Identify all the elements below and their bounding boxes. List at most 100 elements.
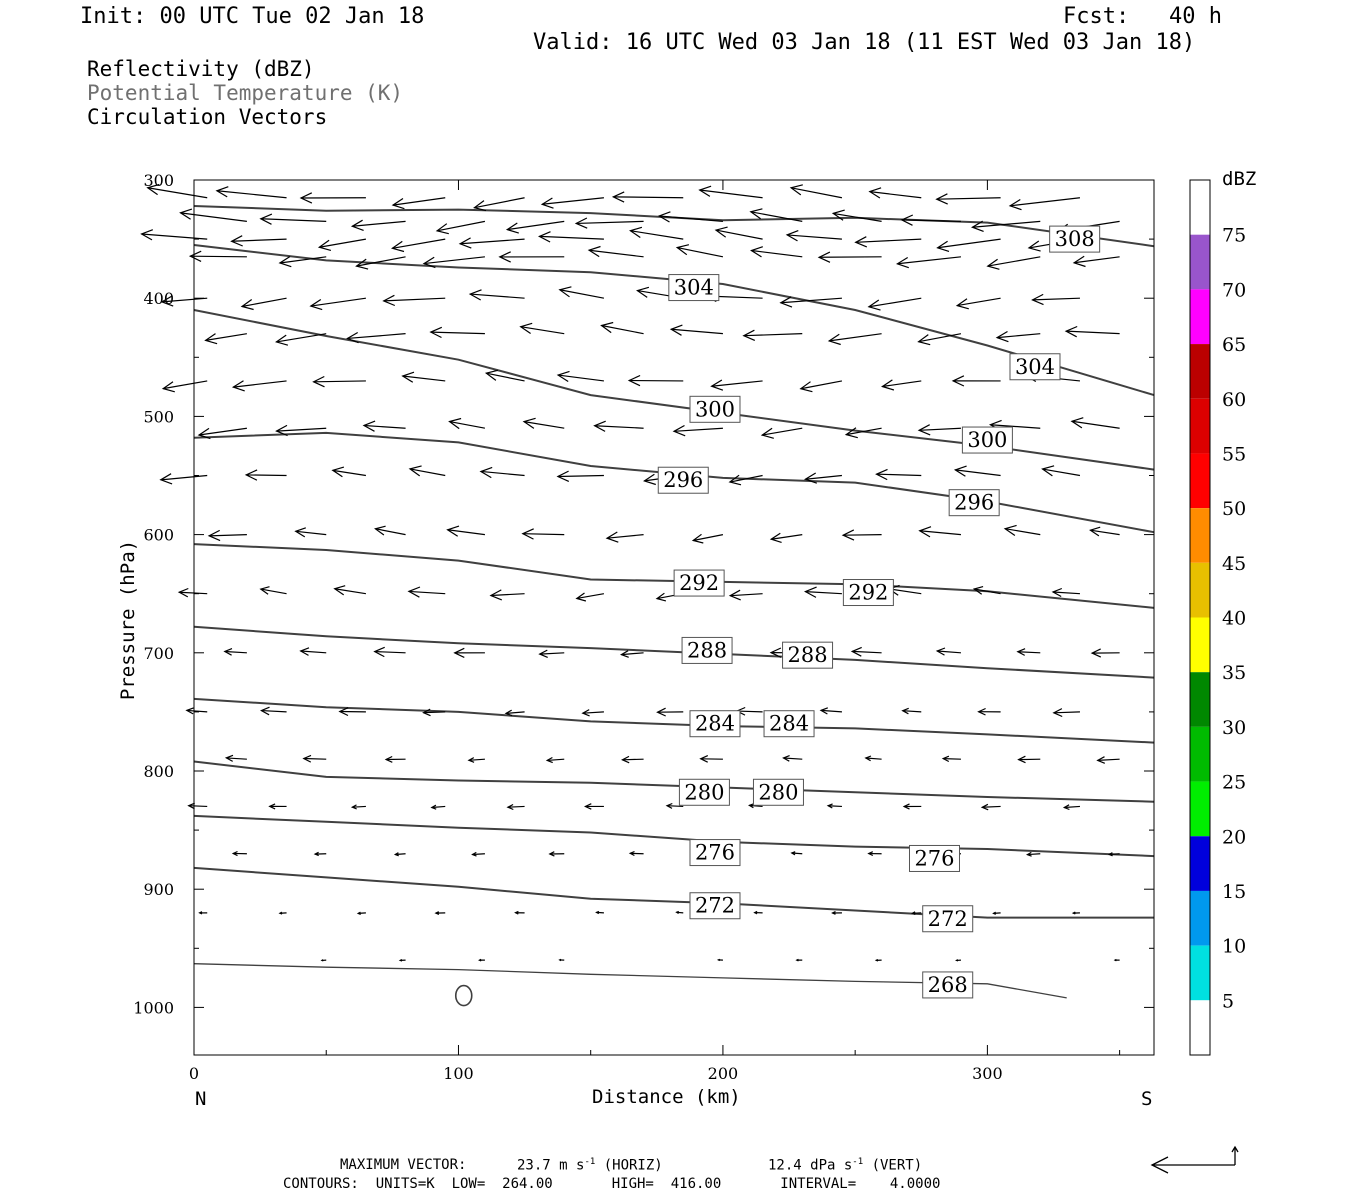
circulation-vector	[936, 197, 1001, 200]
circulation-vector	[937, 238, 1001, 249]
circulation-vector	[486, 372, 525, 382]
circulation-vector	[356, 256, 406, 267]
circulation-vector	[261, 709, 287, 713]
circulation-vector-head	[710, 379, 724, 391]
circulation-vector-head	[434, 911, 440, 915]
circulation-vector-head	[540, 197, 554, 209]
circulation-vector-head	[817, 251, 831, 263]
circulation-vector-head	[317, 239, 332, 251]
circulation-vector	[179, 591, 208, 595]
circulation-vector	[833, 212, 882, 222]
colorbar-label: 30	[1222, 717, 1246, 739]
circulation-vector-head	[422, 708, 431, 717]
contour-label-box	[689, 710, 741, 738]
circulation-vector	[843, 534, 882, 536]
contour-label-box	[668, 274, 720, 302]
circulation-vector	[1097, 758, 1120, 761]
theta-contour-line	[193, 543, 1155, 609]
max-vector-label: MAXIMUM VECTOR:	[340, 1157, 467, 1173]
circulation-vector-head	[187, 802, 195, 810]
circulation-vector-head	[350, 219, 364, 231]
circulation-vector	[1017, 651, 1041, 654]
contour-label-box	[657, 466, 709, 494]
circulation-vector	[1074, 256, 1120, 264]
x-tick-label: 200	[708, 1064, 739, 1083]
circulation-vector	[447, 529, 485, 536]
circulation-vector	[594, 425, 644, 429]
y-tick-label: 700	[143, 644, 174, 663]
circulation-vector	[141, 233, 208, 240]
circulation-vector	[216, 190, 287, 199]
circulation-vector	[313, 380, 366, 383]
circulation-vector	[188, 805, 208, 808]
circulation-vector-head	[593, 420, 606, 432]
circulation-vector-head	[992, 911, 997, 915]
circulation-vector-head	[655, 592, 667, 602]
circulation-vector	[1010, 197, 1081, 207]
circulation-vector-head	[302, 754, 312, 763]
circulation-vector-head	[230, 235, 243, 247]
circulation-vector-head	[231, 380, 245, 392]
circulation-vector-head	[881, 379, 895, 391]
valid-time-label: Valid: 16 UTC Wed 03 Jan 18 (11 EST Wed …	[533, 30, 1196, 55]
contour-label-box	[961, 426, 1013, 454]
colorbar-swatch	[1190, 617, 1210, 673]
contour-label-box	[689, 892, 741, 920]
circulation-vector	[902, 710, 922, 713]
colorbar-label: 65	[1222, 334, 1246, 356]
circulation-vector-head	[374, 525, 386, 536]
circulation-vector-head	[309, 298, 323, 311]
colorbar-swatch	[1190, 453, 1210, 509]
circulation-vector	[558, 374, 604, 382]
circulation-vector	[276, 427, 327, 432]
legend-circulation-vectors: Circulation Vectors	[87, 105, 328, 129]
contour-label-box	[782, 641, 834, 669]
circulation-vector	[972, 220, 1041, 228]
circulation-vector	[375, 528, 406, 536]
circulation-vector-head	[760, 427, 774, 439]
x-axis-right-end-label: S	[1141, 1088, 1153, 1110]
circulation-vector-head	[1071, 911, 1076, 915]
contour-label-box	[752, 778, 804, 806]
contour-label: 276	[695, 841, 735, 865]
circulation-vector	[539, 235, 604, 240]
circulation-vector	[882, 380, 922, 388]
circulation-vector	[1066, 330, 1120, 335]
y-tick-label: 600	[143, 526, 174, 545]
circulation-vector-head	[479, 466, 493, 479]
circulation-vector-head	[521, 528, 534, 540]
circulation-vector-head	[355, 258, 369, 270]
circulation-vector	[409, 468, 446, 477]
circulation-vector-head	[299, 192, 313, 204]
circulation-vector-head	[795, 958, 799, 962]
circulation-vector-head	[268, 803, 276, 810]
circulation-vector	[209, 534, 247, 537]
theta-contours	[193, 205, 1155, 1007]
circulation-vector	[460, 238, 525, 245]
contour-label: 272	[928, 907, 968, 931]
circulation-vector-head	[146, 183, 160, 196]
circulation-vector	[300, 650, 327, 654]
circulation-vector-head	[854, 236, 868, 248]
circulation-vector	[762, 427, 803, 436]
circulation-vector-head	[742, 329, 756, 341]
circulation-vector-head	[782, 755, 790, 762]
circulation-vector-head	[657, 211, 671, 223]
circulation-vector-head	[971, 220, 984, 232]
circulation-vector-head	[548, 851, 555, 857]
circulation-vector	[918, 333, 962, 343]
circulation-vector	[897, 256, 962, 265]
circulation-vector	[246, 474, 287, 477]
circulation-vector-head	[1064, 325, 1078, 338]
theta-contour-line	[193, 760, 1155, 803]
colorbar-label: 35	[1222, 662, 1246, 684]
circulation-vector	[805, 474, 842, 480]
circulation-vector	[539, 652, 565, 655]
colorbar-swatch	[1190, 289, 1210, 345]
circulation-vector-head	[398, 958, 403, 962]
contour-label-box	[689, 839, 741, 867]
contour-label-box	[922, 971, 974, 999]
circulation-vector-head	[467, 757, 475, 763]
colorbar-label: 55	[1222, 443, 1246, 465]
circulation-vector	[869, 191, 922, 199]
